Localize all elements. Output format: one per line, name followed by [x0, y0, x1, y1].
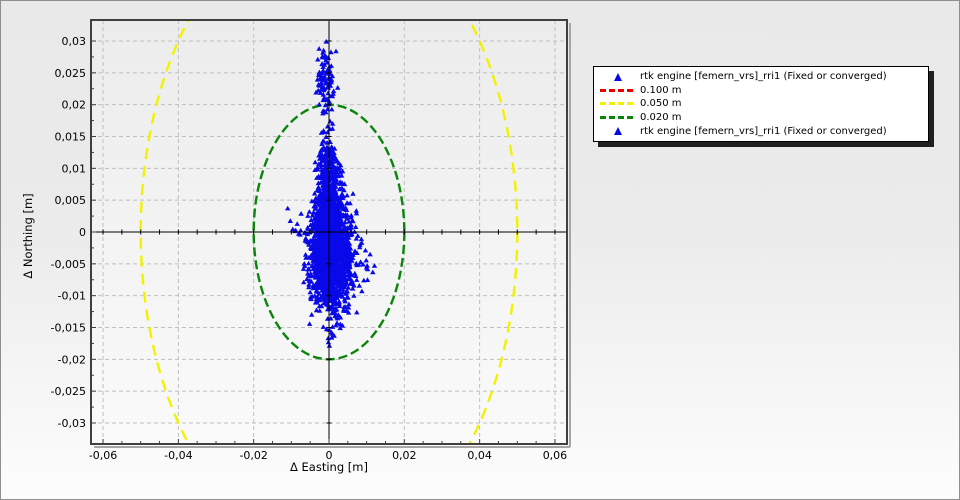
legend-label: rtk engine [femern_vrs]_rri1 (Fixed or c…	[640, 125, 887, 137]
y-tick-label: 0,025	[55, 67, 87, 80]
legend-label: 0.100 m	[640, 84, 682, 96]
y-tick-label: 0	[79, 226, 86, 239]
legend-item-series-bottom: rtk engine [femern_vrs]_rri1 (Fixed or c…	[596, 124, 926, 138]
y-tick-label: 0,01	[62, 162, 87, 175]
scatter-cluster-bridge	[318, 118, 336, 139]
scatter-cluster-main-upper	[312, 144, 350, 221]
legend-label: 0.020 m	[640, 112, 682, 124]
scatter-cluster-top-spike	[313, 38, 341, 116]
scatter-cluster-main-tip	[316, 138, 340, 171]
legend-marker	[596, 101, 640, 106]
legend: rtk engine [femern_vrs]_rri1 (Fixed or c…	[593, 66, 929, 142]
legend-marker	[596, 72, 640, 81]
y-tick-label: 0,015	[55, 131, 87, 144]
legend-item-0050m: 0.050 m	[596, 97, 926, 111]
y-tick-label: 0,03	[62, 35, 87, 48]
y-tick-label: -0,01	[58, 290, 86, 303]
legend-marker	[596, 88, 640, 93]
legend-item-series-top: rtk engine [femern_vrs]_rri1 (Fixed or c…	[596, 70, 926, 84]
x-tick-label: -0,02	[239, 449, 267, 462]
scatter-series	[285, 38, 378, 348]
x-tick-label: 0,04	[467, 449, 492, 462]
y-tick-label: -0,02	[58, 353, 86, 366]
y-tick-label: -0,015	[51, 321, 86, 334]
y-tick-label: -0,005	[51, 258, 86, 271]
dash-line-icon	[600, 88, 636, 92]
y-tick-label: -0,03	[58, 417, 86, 430]
zero-axes	[91, 20, 567, 444]
scatter-cluster-right-outliers	[356, 240, 378, 288]
dash-line-icon	[600, 116, 636, 120]
y-tick-label: 0,02	[62, 99, 87, 112]
x-tick-label: -0,04	[164, 449, 192, 462]
legend-item-0100m: 0.100 m	[596, 84, 926, 98]
legend-marker	[596, 115, 640, 120]
scatter-cluster-left-outliers	[285, 205, 304, 237]
legend-label: 0.050 m	[640, 98, 682, 110]
y-tick-label: -0,025	[51, 385, 86, 398]
y-axis-title: Δ Northing [m]	[21, 193, 35, 278]
legend-item-0020m: 0.020 m	[596, 111, 926, 125]
x-tick-label: -0,06	[89, 449, 117, 462]
triangle-marker-icon	[614, 127, 622, 136]
y-tick-label: 0,005	[55, 194, 87, 207]
chart-root: -0,06 -0,04 -0,02 0 0,02 0,04 0,06 0,03 0,025 0,0…	[51, 19, 571, 462]
legend-marker	[596, 127, 640, 136]
triangle-marker-icon	[614, 72, 622, 81]
x-tick-label: 0	[326, 449, 333, 462]
legend-label: rtk engine [femern_vrs]_rri1 (Fixed or c…	[640, 71, 887, 83]
dash-line-icon	[600, 102, 636, 106]
x-axis-title: Δ Easting [m]	[290, 460, 368, 474]
scatter-cluster-main-middle	[302, 176, 360, 282]
x-tick-label: 0,02	[392, 449, 417, 462]
x-tick-label: 0,06	[543, 449, 568, 462]
